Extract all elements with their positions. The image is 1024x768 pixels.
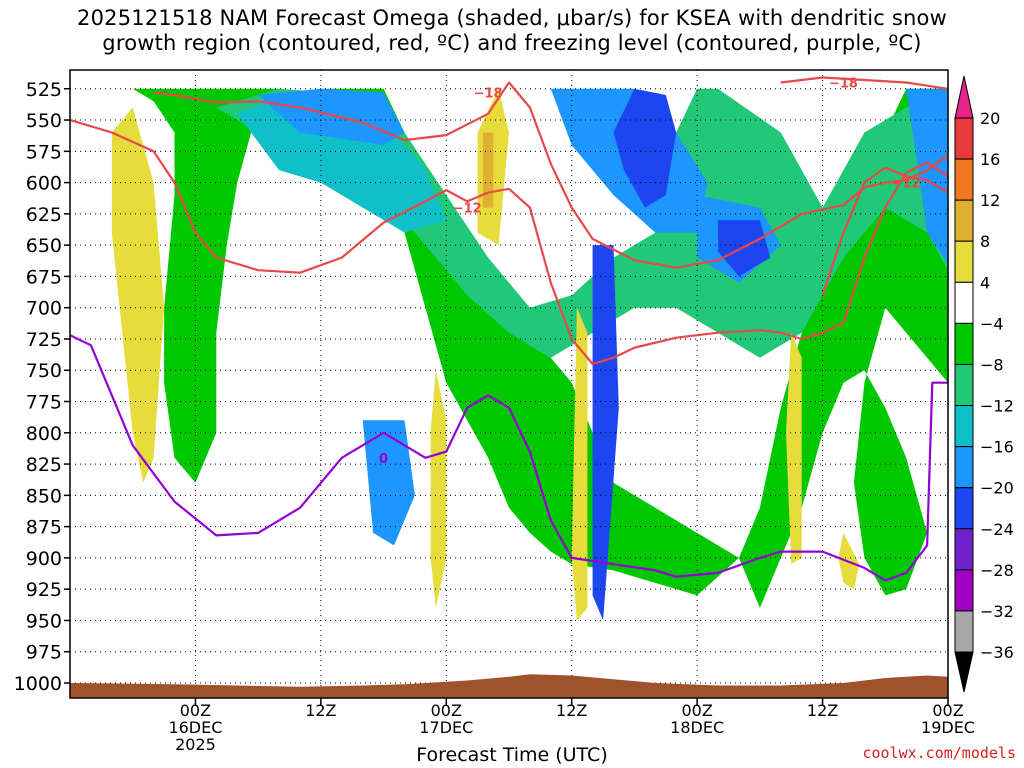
colorbar-label-4: 4: [980, 273, 990, 292]
terrain-surface: [70, 674, 948, 698]
y-tick-label-800: 800: [26, 423, 62, 445]
colorbar-bin-3: [954, 199, 974, 242]
colorbar-bin-11: [954, 528, 974, 571]
y-tick-label-700: 700: [26, 298, 62, 320]
contour-label-isotherm-minus-12-right: −12: [892, 177, 921, 192]
omega-region-7: [718, 220, 771, 277]
contour-label-isotherm-minus-18-top: −18: [829, 77, 858, 92]
colorbar-label-1: 16: [980, 150, 1000, 169]
omega-region-5: [613, 88, 677, 208]
colorbar-label-3: 8: [980, 232, 990, 251]
axes-layer: 525 550 575 600 625 650 675 700 725 750 775 800 825 8…: [14, 79, 975, 754]
contour-label-isotherm-minus-12: −12: [453, 202, 482, 217]
colorbar-bin-4: [954, 240, 974, 283]
x-tick-label-h6-0: 00Z: [180, 701, 211, 720]
colorbar-bin-14: [954, 651, 974, 693]
x-tick-label-h30-1: 17DEC: [419, 718, 473, 737]
x-tick-label-h6-2: 2025: [175, 735, 216, 754]
contour-isotherm-minus-18: [153, 81, 948, 269]
y-tick-label-950: 950: [26, 610, 62, 632]
x-tick-label-h78-1: 19DEC: [921, 718, 975, 737]
chart-title-line-2: growth region (contoured, red, ºC) and f…: [102, 31, 922, 55]
x-tick-label-h42-0: 12Z: [556, 701, 587, 720]
y-tick-label-650: 650: [26, 235, 62, 257]
y-tick-label-525: 525: [26, 79, 62, 101]
y-tick-label-1000: 1000: [14, 673, 62, 695]
y-tick-label-825: 825: [26, 454, 62, 476]
colorbar-label-9: −20: [980, 479, 1014, 498]
colorbar-label-13: −36: [980, 643, 1014, 662]
y-tick-label-850: 850: [26, 485, 62, 507]
y-tick-label-550: 550: [26, 110, 62, 132]
omega-region-14: [430, 370, 447, 608]
x-tick-label-h6-1: 16DEC: [168, 718, 222, 737]
contour-label-freezing-level-0c: 0: [379, 452, 388, 467]
y-tick-label-925: 925: [26, 579, 62, 601]
omega-region-8: [906, 88, 948, 264]
colorbar-label-8: −16: [980, 438, 1014, 457]
x-tick-label-h30-0: 00Z: [431, 701, 462, 720]
contour-freezing-level-0c: [70, 334, 948, 582]
contour-isotherm-minus-12-right: [821, 166, 948, 296]
y-tick-label-625: 625: [26, 204, 62, 226]
colorbar-bin-7: [954, 363, 974, 407]
omega-region-16: [786, 332, 802, 565]
colorbar-bin-10: [954, 487, 974, 530]
contour-isotherm-minus-12: [70, 118, 948, 366]
omega-region-2: [237, 95, 447, 233]
omega-region-10: [362, 420, 415, 546]
contour-isotherm-minus-18-top: [780, 76, 948, 90]
x-tick-label-h78-0: 00Z: [932, 701, 963, 720]
omega-region-18: [482, 132, 494, 208]
colorbar-bin-6: [954, 322, 974, 365]
colorbar-label-12: −32: [980, 602, 1014, 621]
x-tick-label-h18-0: 12Z: [305, 701, 336, 720]
omega-region-3: [258, 88, 405, 146]
chart-title: 2025121518 NAM Forecast Omega (shaded, μ…: [0, 6, 1024, 56]
x-tick-label-h66-0: 12Z: [807, 701, 838, 720]
y-tick-label-750: 750: [26, 360, 62, 382]
colorbar-bin-0: [954, 75, 974, 119]
credit-text: coolwx.com/models: [862, 744, 1016, 762]
colorbar-label-11: −28: [980, 561, 1014, 580]
colorbar: 20 16 12 8 4 −4 −8 −12 −16 −20 −24 −28 −32 −36: [954, 75, 1014, 693]
colorbar-bin-9: [954, 446, 974, 489]
omega-shading-layer: [70, 88, 1011, 621]
y-tick-label-775: 775: [26, 392, 62, 414]
colorbar-bin-2: [954, 158, 974, 201]
colorbar-bin-8: [954, 405, 974, 448]
y-tick-label-900: 900: [26, 548, 62, 570]
colorbar-bin-13: [954, 610, 974, 653]
x-tick-label-h54-1: 18DEC: [670, 718, 724, 737]
x-axis-label: Forecast Time (UTC): [416, 744, 608, 766]
omega-region-9: [990, 233, 1011, 296]
omega-region-15: [571, 307, 588, 621]
omega-region-0: [70, 88, 948, 608]
colorbar-label-2: 12: [980, 191, 1000, 210]
y-tick-label-575: 575: [26, 141, 62, 163]
colorbar-label-6: −8: [980, 355, 1004, 374]
colorbar-label-7: −12: [980, 397, 1014, 416]
colorbar-bin-1: [954, 117, 974, 160]
colorbar-bin-5: [954, 281, 974, 324]
contour-label-isotherm-minus-18: −18: [474, 87, 503, 102]
colorbar-label-0: 20: [980, 109, 1000, 128]
plot-frame: [69, 69, 949, 699]
x-tick-label-h54-0: 00Z: [681, 701, 712, 720]
contour-layer: −18 −12 −18 −12 0: [70, 76, 948, 582]
colorbar-label-5: −4: [980, 314, 1004, 333]
colorbar-bin-12: [954, 569, 974, 612]
y-tick-label-975: 975: [26, 642, 62, 664]
y-tick-label-600: 600: [26, 173, 62, 195]
colorbar-label-10: −24: [980, 520, 1014, 539]
omega-region-12: [111, 107, 165, 483]
y-tick-label-725: 725: [26, 329, 62, 351]
surface-layer: [70, 674, 948, 698]
y-tick-label-875: 875: [26, 517, 62, 539]
y-tick-label-675: 675: [26, 266, 62, 288]
chart-title-line-1: 2025121518 NAM Forecast Omega (shaded, μ…: [77, 6, 947, 30]
